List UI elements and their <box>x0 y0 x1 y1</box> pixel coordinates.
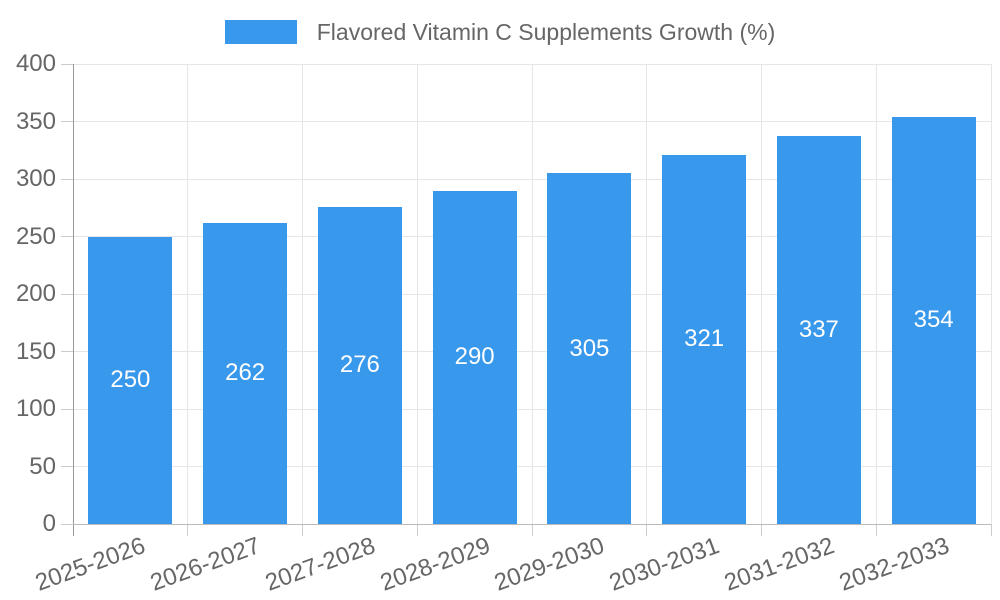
x-tick <box>990 524 992 536</box>
x-tick-label: 2030-2031 <box>605 532 724 597</box>
x-tick <box>72 524 74 536</box>
x-tick <box>416 524 418 536</box>
bar[interactable] <box>317 206 402 524</box>
x-tick <box>187 524 189 536</box>
gridline-v <box>187 64 189 524</box>
bar[interactable] <box>547 173 632 524</box>
gridline-v <box>990 64 992 524</box>
gridline-v <box>646 64 648 524</box>
y-tick-label: 150 <box>15 337 56 365</box>
bar-value-label: 305 <box>569 334 610 362</box>
y-tick <box>61 63 73 65</box>
gridline-v <box>302 64 303 524</box>
y-axis <box>72 64 74 524</box>
bar[interactable] <box>432 190 517 524</box>
bar-value-label: 262 <box>225 359 266 387</box>
x-tick <box>875 524 877 536</box>
bar[interactable] <box>662 154 747 524</box>
y-tick-label: 100 <box>15 395 56 422</box>
y-tick-label: 350 <box>15 107 56 135</box>
y-tick <box>61 293 73 295</box>
bar-value-label: 250 <box>110 366 151 394</box>
x-tick <box>761 524 762 536</box>
bar-value-label: 290 <box>454 343 495 371</box>
y-tick-label: 0 <box>42 510 56 537</box>
y-tick <box>61 121 73 122</box>
y-tick <box>61 523 73 525</box>
y-tick-label: 250 <box>15 222 56 250</box>
x-tick-label: 2031-2032 <box>720 532 838 597</box>
gridline-v <box>531 64 533 524</box>
bar-value-label: 276 <box>339 351 380 379</box>
bar-value-label: 354 <box>913 306 954 334</box>
y-tick <box>61 178 73 180</box>
bar-value-label: 337 <box>798 316 839 344</box>
y-tick-label: 50 <box>29 452 56 480</box>
gridline-v <box>761 64 762 524</box>
y-tick <box>61 351 73 352</box>
y-tick <box>61 236 73 237</box>
x-tick-label: 2027-2028 <box>261 532 379 597</box>
y-tick <box>61 466 73 467</box>
y-tick <box>61 408 73 410</box>
y-tick-label: 400 <box>15 50 56 77</box>
gridline-v <box>416 64 418 524</box>
x-tick-label: 2028-2029 <box>376 532 494 597</box>
bar[interactable] <box>891 116 976 524</box>
x-tick <box>646 524 648 536</box>
bar[interactable] <box>776 136 861 524</box>
x-tick <box>302 524 303 536</box>
bar-value-label: 321 <box>684 325 725 353</box>
legend-label[interactable]: Flavored Vitamin C Supplements Growth (%… <box>316 18 776 45</box>
legend-swatch[interactable] <box>224 20 297 44</box>
x-tick-label: 2026-2027 <box>146 532 265 597</box>
x-tick-label: 2032-2033 <box>835 532 953 597</box>
chart-legend[interactable]: Flavored Vitamin C Supplements Growth (%… <box>0 17 1000 47</box>
x-tick <box>531 524 533 536</box>
x-axis <box>73 523 991 525</box>
bar[interactable] <box>203 222 288 524</box>
x-tick-label: 2025-2026 <box>32 532 150 597</box>
y-tick-label: 300 <box>15 165 56 192</box>
bar[interactable] <box>88 236 173 524</box>
gridline-v <box>875 64 877 524</box>
x-tick-label: 2029-2030 <box>491 532 609 597</box>
y-tick-label: 200 <box>15 280 56 307</box>
